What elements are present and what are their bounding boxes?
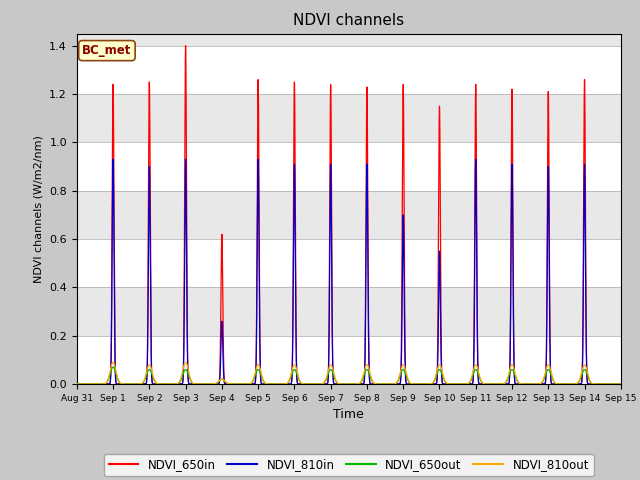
Bar — [77, 143, 621, 191]
Bar — [77, 239, 621, 288]
NDVI_810in — [424, 381, 431, 387]
NDVI_650out — [184, 370, 191, 375]
Line: NDVI_650out: NDVI_650out — [77, 367, 621, 384]
Line: NDVI_650in: NDVI_650in — [77, 46, 621, 384]
NDVI_650in — [184, 344, 191, 349]
NDVI_650in — [501, 381, 509, 387]
Legend: NDVI_650in, NDVI_810in, NDVI_650out, NDVI_810out: NDVI_650in, NDVI_810in, NDVI_650out, NDV… — [104, 454, 594, 476]
NDVI_650out — [424, 381, 431, 387]
NDVI_650out — [189, 381, 197, 386]
NDVI_810out — [73, 381, 81, 387]
NDVI_810out — [424, 381, 431, 387]
NDVI_810in — [501, 381, 509, 387]
NDVI_650in — [73, 381, 81, 387]
NDVI_650out — [276, 381, 284, 387]
Bar — [77, 336, 621, 384]
NDVI_650out — [617, 381, 625, 387]
NDVI_650out — [73, 381, 81, 387]
NDVI_810in — [73, 381, 81, 387]
NDVI_810out — [184, 363, 191, 369]
NDVI_650out — [615, 381, 623, 387]
Y-axis label: NDVI channels (W/m2/nm): NDVI channels (W/m2/nm) — [34, 135, 44, 283]
Bar — [77, 46, 621, 94]
NDVI_810out — [501, 380, 509, 386]
NDVI_810in — [617, 381, 625, 387]
NDVI_810in — [184, 356, 191, 362]
NDVI_810in — [615, 381, 623, 387]
X-axis label: Time: Time — [333, 408, 364, 421]
NDVI_650in — [617, 381, 625, 387]
NDVI_810out — [617, 381, 625, 387]
NDVI_810out — [615, 381, 623, 387]
Line: NDVI_810out: NDVI_810out — [77, 362, 621, 384]
Line: NDVI_810in: NDVI_810in — [77, 159, 621, 384]
NDVI_650out — [109, 364, 117, 370]
NDVI_650in — [424, 381, 431, 387]
NDVI_810out — [276, 381, 284, 387]
NDVI_810out — [189, 381, 197, 386]
Text: BC_met: BC_met — [82, 44, 132, 57]
NDVI_810out — [109, 360, 117, 365]
NDVI_650in — [189, 381, 197, 387]
NDVI_650in — [182, 43, 189, 48]
Title: NDVI channels: NDVI channels — [293, 13, 404, 28]
NDVI_810in — [276, 381, 284, 387]
NDVI_650in — [276, 381, 284, 387]
NDVI_650out — [501, 380, 509, 386]
NDVI_650in — [615, 381, 623, 387]
NDVI_810in — [109, 156, 117, 162]
NDVI_810in — [189, 381, 197, 387]
